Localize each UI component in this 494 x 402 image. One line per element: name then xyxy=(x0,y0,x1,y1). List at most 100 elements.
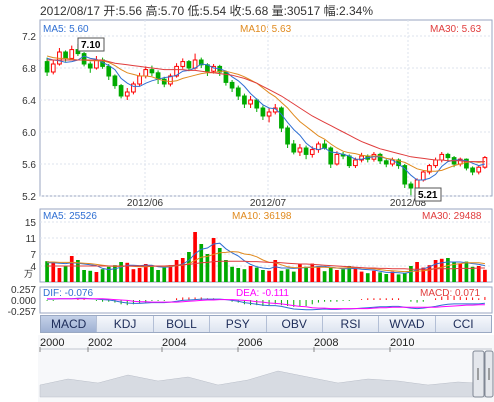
candle-body xyxy=(328,147,334,165)
candle-body xyxy=(118,85,124,97)
volume-bar xyxy=(476,266,481,282)
candle-body xyxy=(414,179,420,189)
volume-bar xyxy=(100,269,105,282)
candle-body xyxy=(408,183,414,189)
candle-body xyxy=(69,49,75,59)
tab-psy[interactable]: PSY xyxy=(210,316,267,332)
volume-bar xyxy=(279,270,284,282)
navigator-year-label: 2006 xyxy=(238,337,262,349)
volume-bar xyxy=(119,262,123,282)
candle-body xyxy=(334,153,340,165)
candle-body xyxy=(81,53,87,65)
volume-bar xyxy=(458,263,463,282)
volume-bar xyxy=(328,268,333,282)
price-tick-label: 6.0 xyxy=(22,128,36,139)
volume-bar xyxy=(150,266,154,282)
volume-bar xyxy=(94,272,99,282)
vol-legend-ma10: MA10: 36198 xyxy=(232,211,292,222)
volume-bar xyxy=(106,266,111,282)
quote-volume: 量:30517 xyxy=(271,4,321,18)
volume-bar xyxy=(125,262,130,282)
volume-bar xyxy=(193,232,197,282)
dif-line xyxy=(47,297,485,311)
volume-bar xyxy=(137,268,142,282)
volume-bar xyxy=(88,270,93,282)
navigator-year-label: 2010 xyxy=(390,337,414,349)
max-price-callout: 7.10 xyxy=(81,40,101,51)
candle-body xyxy=(63,51,68,59)
volume-bar xyxy=(347,266,352,282)
candle-body xyxy=(161,78,167,85)
volume-bar xyxy=(230,266,234,282)
tab-cci[interactable]: CCI xyxy=(435,316,491,332)
volume-bar xyxy=(285,269,290,282)
volume-bar xyxy=(143,264,148,282)
price-tick-label: 5.6 xyxy=(22,160,36,171)
volume-bar xyxy=(236,268,241,282)
tab-wvad[interactable]: WVAD xyxy=(379,316,436,332)
candle-body xyxy=(322,143,327,149)
volume-bar xyxy=(156,270,160,282)
candle-body xyxy=(168,75,173,85)
legend-dea: DEA: -0.111 xyxy=(236,288,289,299)
volume-bar xyxy=(211,238,216,282)
volume-bar xyxy=(217,248,222,282)
navigator-year-label: 2002 xyxy=(88,337,112,349)
volume-bar xyxy=(205,254,210,282)
vol-ma30-line xyxy=(47,260,485,270)
volume-bar xyxy=(248,266,253,282)
candle-body xyxy=(464,158,469,169)
volume-bar xyxy=(402,273,407,282)
volume-bar xyxy=(439,258,444,282)
volume-bar xyxy=(310,263,315,282)
max-price-callout-box xyxy=(77,37,105,52)
volume-bar xyxy=(335,270,339,282)
candle-body xyxy=(476,166,482,173)
candle-body xyxy=(229,81,235,89)
volume-bar xyxy=(415,262,419,282)
volume-bar xyxy=(63,266,68,282)
candle-body xyxy=(427,165,432,173)
candle-body xyxy=(346,155,352,167)
legend-dif: DIF: -0.076 xyxy=(43,288,93,299)
volume-bar xyxy=(359,271,364,282)
volume-bar xyxy=(353,268,358,282)
tab-macd[interactable]: MACD xyxy=(41,316,98,332)
candle-body xyxy=(211,65,216,72)
candle-body xyxy=(124,91,130,97)
candle-body xyxy=(180,61,186,67)
candle-body xyxy=(242,95,247,105)
history-navigator[interactable]: 2000 2002 2004 2006 2008 2010 xyxy=(38,335,494,402)
vol-unit-label: 万 xyxy=(24,269,33,279)
price-tick-label: 6.4 xyxy=(22,96,36,107)
candle-body xyxy=(285,127,290,145)
volume-bar xyxy=(316,266,321,282)
tab-boll[interactable]: BOLL xyxy=(153,316,211,332)
navigator-year-label: 2008 xyxy=(314,337,338,349)
tab-rsi[interactable]: RSI xyxy=(322,316,380,332)
candle-body xyxy=(186,61,192,69)
candle-body xyxy=(433,159,438,167)
vol-legend-ma5: MA5: 25526 xyxy=(43,211,97,222)
candle-body xyxy=(420,171,426,181)
vol-tick-label: 11 xyxy=(26,234,37,245)
volume-bar xyxy=(224,260,228,282)
candle-body xyxy=(143,69,149,77)
volume-bar xyxy=(433,260,438,282)
history-area xyxy=(39,370,493,398)
volume-bar xyxy=(113,265,117,282)
macd-tick-label: -0.257 xyxy=(8,307,37,318)
candle-body xyxy=(112,75,118,87)
volume-bar xyxy=(162,267,167,282)
volume-bar xyxy=(51,262,56,282)
tab-obv[interactable]: OBV xyxy=(266,316,323,332)
candle-body xyxy=(137,75,142,85)
ma5-line xyxy=(46,55,486,181)
volume-bar xyxy=(427,265,432,282)
macd-tick-label: 0.257 xyxy=(11,285,36,296)
tab-kdj[interactable]: KDJ xyxy=(97,316,154,332)
candle-body xyxy=(198,59,204,66)
quote-header: 2012/08/17 开:5.56 高:5.70 低:5.54 收:5.68 量… xyxy=(40,2,373,19)
legend-macd: MACD: 0.071 xyxy=(420,288,480,299)
volume-bar xyxy=(483,269,487,282)
